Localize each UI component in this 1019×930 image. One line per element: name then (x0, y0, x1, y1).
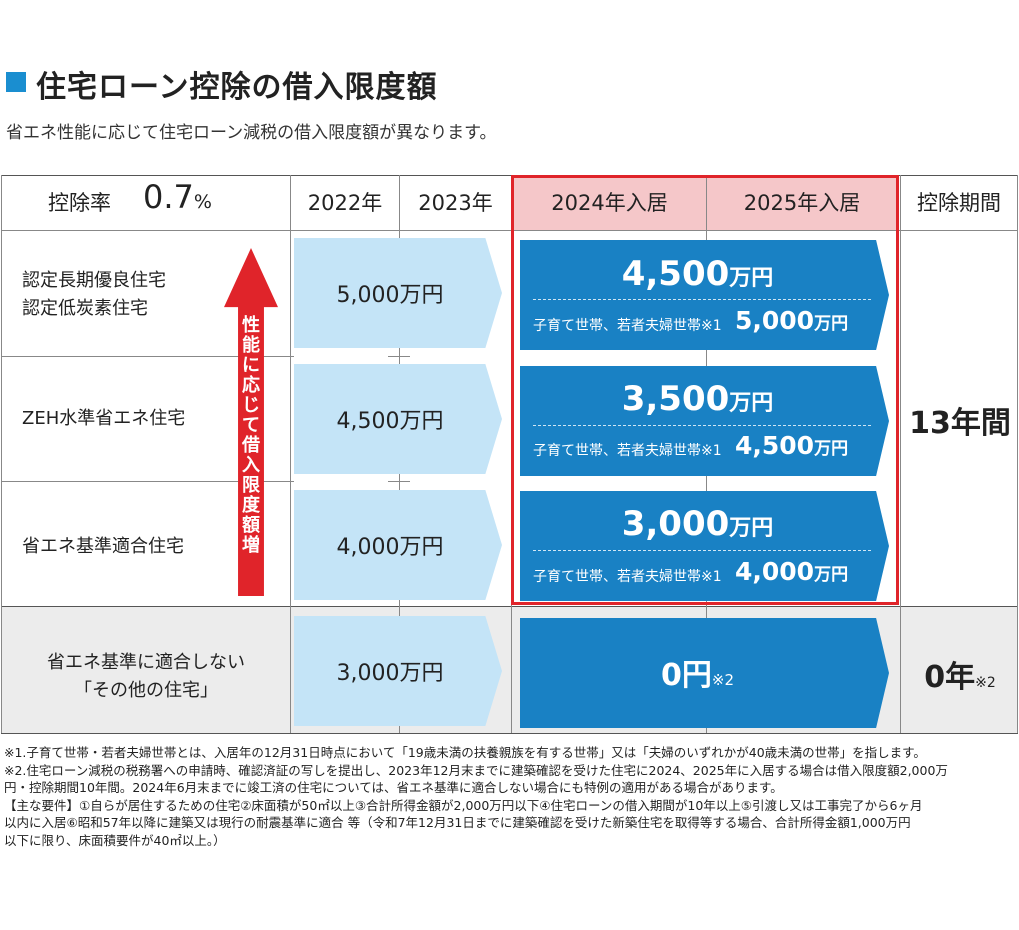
child-household-label: 子育て世帯、若者夫婦世帯※1 (533, 569, 722, 585)
child-household-value: 4,000万円 (735, 557, 849, 586)
grid-line (1, 481, 294, 482)
divider (533, 425, 871, 426)
column-header-2024: 2024年入居 (551, 191, 668, 215)
footnote-line: ※2.住宅ローン減税の税務署への申請時、確認済証の写しを提出し、2023年12月… (4, 762, 948, 778)
child-household-label: 子育て世帯、若者夫婦世帯※1 (533, 443, 722, 459)
new-limit-value: 0円※2 (661, 658, 734, 693)
grid-line (1, 230, 1018, 231)
page-title: 住宅ローン控除の借入限度額 (36, 70, 438, 105)
old-limit-arrow (294, 490, 502, 600)
old-limit-value: 3,000万円 (336, 661, 444, 686)
new-limit-arrow (520, 491, 889, 601)
old-limit-value: 4,500万円 (336, 409, 444, 434)
footnote-line: ※1.子育て世帯・若者夫婦世帯とは、入居年の12月31日時点において「19歳未満… (4, 745, 926, 760)
grid-line (1, 733, 1018, 734)
old-limit-arrow (294, 616, 502, 726)
header-2025-background (707, 176, 897, 230)
old-limit-value: 4,000万円 (336, 535, 444, 560)
header-2024-background (512, 176, 707, 230)
child-household-label: 子育て世帯、若者夫婦世帯※1 (533, 318, 722, 334)
deduction-rate-label: 控除率 (48, 191, 111, 215)
footnote-line: 【主な要件】①自らが居住するための住宅②床面積が50㎡以上③合計所得金額が2,0… (4, 797, 923, 813)
grid-line (900, 175, 901, 733)
title-marker-square (6, 72, 26, 92)
arrow-caption: 性能に応じて借入限度額増 (242, 315, 260, 556)
divider (533, 299, 871, 300)
new-limit-value: 3,500万円 (621, 379, 774, 419)
grid-line (1, 356, 294, 357)
grid-line (1017, 175, 1018, 733)
old-limit-value: 5,000万円 (336, 283, 444, 308)
new-limit-value: 4,500万円 (621, 254, 774, 294)
row-label-zeh: ZEH水準省エネ住宅 (22, 408, 186, 429)
old-limit-arrow (294, 364, 502, 474)
footnote-line: 円・控除期間10年間。2024年6月末までに竣工済の住宅については、省エネ基準に… (4, 780, 783, 795)
grid-line (290, 175, 291, 733)
deduction-period-none: 0年※2 (924, 660, 996, 695)
new-limit-arrow (520, 618, 889, 728)
footnote-line: 以下に限り、床面積要件が40㎡以上。） (4, 832, 226, 848)
column-header-period: 控除期間 (917, 191, 1001, 215)
new-limit-arrow (520, 366, 889, 476)
new-limit-value: 3,000万円 (621, 504, 774, 544)
row-label-energy-standard: 省エネ基準適合住宅 (22, 536, 184, 557)
deduction-period-value: 13年間 (909, 406, 1011, 441)
grid-line (1, 175, 1018, 176)
footnote-line: 以内に入居⑥昭和57年以降に建築又は現行の耐震基準に適合 等（令和7年12月31… (4, 815, 911, 830)
column-header-2022: 2022年 (307, 191, 383, 215)
child-household-value: 4,500万円 (735, 431, 849, 460)
row-label-other-housing: 省エネ基準に適合しない 「その他の住宅」 (47, 652, 245, 701)
child-household-value: 5,000万円 (735, 306, 849, 335)
deduction-rate-value: 0.7% (143, 178, 212, 216)
divider (533, 550, 871, 551)
grid-line (1, 606, 1018, 607)
highlight-box-2024-2025 (511, 175, 899, 605)
footnotes: ※1.子育て世帯・若者夫婦世帯とは、入居年の12月31日時点において「19歳未満… (4, 744, 1016, 849)
page-subtitle: 省エネ性能に応じて住宅ローン減税の借入限度額が異なります。 (6, 123, 497, 143)
new-limit-arrow (520, 240, 889, 350)
old-limit-arrow (294, 238, 502, 348)
column-header-2023: 2023年 (418, 191, 493, 215)
grid-line (1, 175, 2, 733)
column-header-2025: 2025年入居 (743, 191, 861, 215)
row-label-long-term: 認定長期優良住宅 認定低炭素住宅 (22, 270, 166, 319)
